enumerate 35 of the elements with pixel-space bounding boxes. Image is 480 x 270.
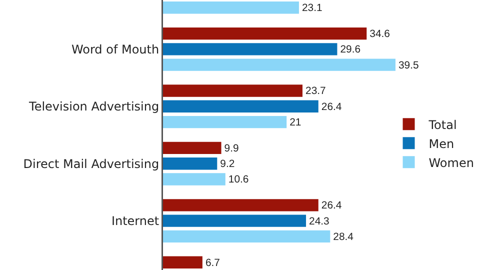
data-label: 6.7: [205, 258, 220, 269]
legend-label: Men: [428, 136, 454, 151]
y-tick-label: Television Advertising: [28, 100, 160, 114]
data-label: 9.2: [220, 159, 235, 170]
data-label: 26.4: [321, 102, 342, 113]
bar: [163, 116, 287, 128]
data-label: 24.3: [309, 216, 330, 228]
bar: [163, 256, 202, 268]
data-label: 9.9: [224, 143, 239, 154]
bar: [163, 43, 338, 56]
y-tick-label: Direct Mail Advertising: [23, 156, 160, 171]
data-label: 10.6: [228, 174, 249, 186]
bar: [163, 230, 330, 243]
y-tick-label: Internet: [111, 214, 160, 228]
data-label: 39.5: [398, 60, 420, 72]
data-label: 26.4: [321, 200, 342, 212]
legend-label: Total: [428, 118, 457, 132]
data-label: 21: [290, 118, 302, 129]
bar: [163, 214, 306, 227]
bar: [163, 84, 302, 97]
bar: [163, 173, 226, 186]
bar: [163, 100, 318, 112]
data-label: 23.1: [302, 3, 322, 14]
bar: [163, 2, 299, 14]
data-label: 23.7: [306, 86, 326, 98]
bar: [163, 27, 367, 40]
bar: [163, 142, 222, 154]
bar: [163, 199, 318, 212]
bar: [163, 58, 396, 71]
y-tick-label: Word of Mouth: [71, 42, 160, 56]
data-label: 34.6: [370, 29, 390, 40]
legend-label: Women: [428, 156, 474, 170]
bar: [163, 158, 218, 170]
data-label: 29.6: [340, 44, 361, 56]
data-label: 28.4: [333, 232, 354, 243]
